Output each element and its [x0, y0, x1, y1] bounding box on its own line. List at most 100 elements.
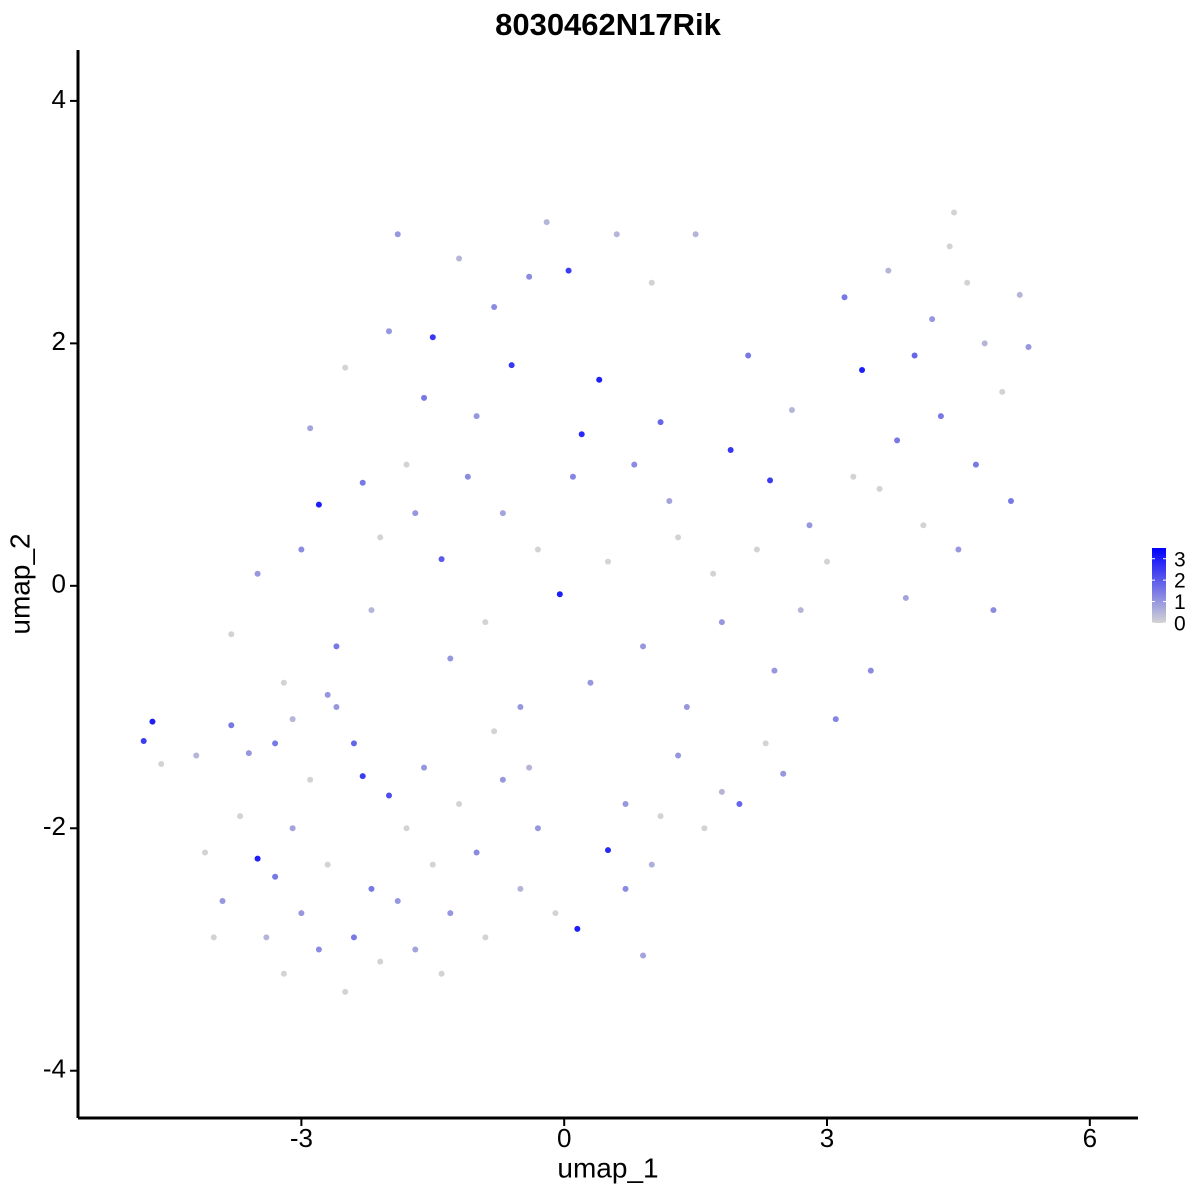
point [850, 473, 857, 480]
point [219, 898, 226, 905]
point [569, 473, 576, 480]
point [771, 667, 778, 674]
point [421, 394, 428, 401]
point [701, 825, 708, 832]
colorbar-label: 3 [1174, 548, 1186, 571]
point [946, 243, 953, 250]
point [368, 607, 375, 614]
point [1007, 497, 1014, 504]
point [280, 970, 287, 977]
point [902, 594, 909, 601]
point [767, 477, 774, 484]
point [491, 303, 498, 310]
point [456, 255, 463, 262]
chart-title: 8030462N17Rik [495, 7, 722, 42]
point [499, 776, 506, 783]
point [438, 556, 445, 563]
point [315, 501, 322, 508]
point [657, 419, 664, 426]
point [447, 910, 454, 917]
point [438, 970, 445, 977]
point [394, 231, 401, 238]
point [368, 885, 375, 892]
point [920, 522, 927, 529]
point [210, 934, 217, 941]
point [350, 934, 357, 941]
point [972, 461, 979, 468]
point [727, 447, 734, 454]
point [526, 273, 533, 280]
point [482, 934, 489, 941]
point [429, 334, 436, 341]
point [578, 431, 585, 438]
point [412, 510, 419, 517]
point [692, 231, 699, 238]
point [937, 413, 944, 420]
point [280, 679, 287, 686]
point [929, 316, 936, 323]
y-tick-label: 2 [52, 326, 66, 356]
point [587, 679, 594, 686]
point [202, 849, 209, 856]
point [675, 752, 682, 759]
point [788, 407, 795, 414]
point [990, 607, 997, 614]
point [955, 546, 962, 553]
point [342, 364, 349, 371]
x-axis-title: umap_1 [557, 1152, 658, 1183]
point [385, 328, 392, 335]
point [885, 267, 892, 274]
point [403, 825, 410, 832]
y-tick-label: -4 [43, 1054, 66, 1084]
point [534, 825, 541, 832]
point [289, 716, 296, 723]
point [342, 988, 349, 995]
colorbar-label: 0 [1174, 613, 1186, 636]
point [832, 716, 839, 723]
colorbar-label: 1 [1174, 591, 1186, 614]
point [447, 655, 454, 662]
point [964, 279, 971, 286]
point [350, 740, 357, 747]
point [263, 934, 270, 941]
point [631, 461, 638, 468]
point [359, 479, 366, 486]
point [377, 958, 384, 965]
x-tick-label: 6 [1083, 1123, 1097, 1153]
point [254, 855, 261, 862]
point [911, 352, 918, 359]
point [951, 209, 958, 216]
point [565, 267, 572, 274]
point [517, 885, 524, 892]
point [1025, 344, 1032, 351]
point [745, 352, 752, 359]
point [534, 546, 541, 553]
point [999, 388, 1006, 395]
point [491, 728, 498, 735]
point [193, 752, 200, 759]
point [456, 801, 463, 808]
point [867, 667, 874, 674]
point [333, 704, 340, 711]
point [981, 340, 988, 347]
point [508, 362, 515, 369]
x-tick-label: 3 [820, 1123, 834, 1153]
point [780, 770, 787, 777]
colorbar [1152, 548, 1166, 623]
point [403, 461, 410, 468]
point [140, 737, 147, 744]
point [859, 367, 866, 374]
y-tick-label: 4 [52, 84, 66, 114]
point [526, 764, 533, 771]
point [797, 607, 804, 614]
point [359, 773, 366, 780]
point [762, 740, 769, 747]
point [894, 437, 901, 444]
point [596, 376, 603, 383]
point [640, 643, 647, 650]
point [675, 534, 682, 541]
point [158, 761, 165, 768]
point [657, 813, 664, 820]
point [552, 910, 559, 917]
